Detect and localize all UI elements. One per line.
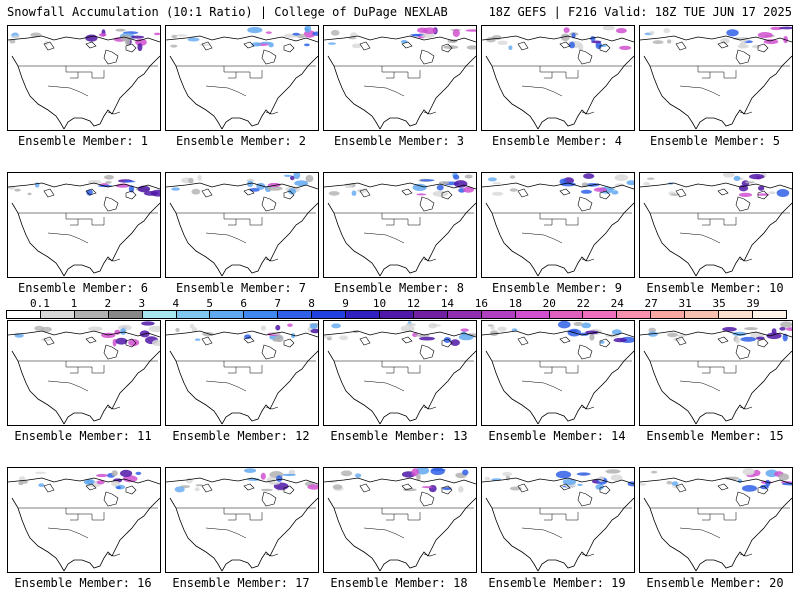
- color-scale-swatch: [176, 311, 211, 318]
- ensemble-member-map: [639, 172, 793, 278]
- ensemble-member-map: [481, 467, 635, 573]
- color-scale-swatch: [142, 311, 177, 318]
- member-caption: Ensemble Member: 14: [488, 429, 626, 443]
- color-scale-swatch: [244, 311, 279, 318]
- color-scale-swatch: [40, 311, 75, 318]
- ensemble-member-map: [323, 25, 477, 131]
- color-scale-swatch: [719, 311, 753, 318]
- color-scale-label: 7: [274, 297, 281, 310]
- ensemble-member-map: [481, 25, 635, 131]
- color-scale-label: 16: [474, 297, 489, 310]
- ensemble-member-map: [323, 320, 477, 426]
- ensemble-member-map: [165, 25, 319, 131]
- color-scale-label: 22: [576, 297, 590, 310]
- color-scale-bar: [6, 310, 787, 319]
- color-scale-label: 31: [678, 297, 692, 310]
- color-scale-swatch: [481, 311, 516, 318]
- color-scale-label: 14: [440, 297, 455, 310]
- color-scale-label: 39: [746, 297, 760, 310]
- color-scale-label: 8: [308, 297, 315, 310]
- color-scale-swatch: [74, 311, 109, 318]
- color-scale-label: 35: [712, 297, 726, 310]
- ensemble-member-map: [7, 467, 161, 573]
- color-scale-swatch: [346, 311, 380, 318]
- ensemble-member-map: [323, 172, 477, 278]
- ensemble-member-map: [7, 320, 161, 426]
- ensemble-member-map: [7, 172, 161, 278]
- color-scale-legend: 0.1 1 2 3 4 5 6 7 8 9 10 12 14 16 18 20 22 24 27 31 35 39: [6, 297, 787, 319]
- color-scale-label: 24: [610, 297, 624, 310]
- member-caption: Ensemble Member: 12: [172, 429, 310, 443]
- member-caption: Ensemble Member: 4: [491, 134, 623, 148]
- color-scale-swatch: [549, 311, 584, 318]
- ensemble-member-map: [639, 467, 793, 573]
- color-scale-swatch: [413, 311, 448, 318]
- model-run-info: 18Z GEFS | F216 Valid: 18Z TUE JUN 17 20…: [488, 5, 792, 19]
- ensemble-member-map: [639, 320, 793, 426]
- color-scale-label: 0.1: [30, 297, 50, 310]
- color-scale-swatch: [447, 311, 482, 318]
- member-caption: Ensemble Member: 19: [488, 576, 626, 590]
- color-scale-label: 5: [206, 297, 214, 310]
- color-scale-ticks: 0.1 1 2 3 4 5 6 7 8 9 10 12 14 16 18 20 22 24 27 31 35 39: [6, 297, 787, 310]
- color-scale-swatch: [651, 311, 686, 318]
- color-scale-label: 4: [172, 297, 180, 310]
- color-scale-swatch: [278, 311, 313, 318]
- member-caption: Ensemble Member: 3: [333, 134, 465, 148]
- color-scale-swatch: [312, 311, 347, 318]
- member-caption: Ensemble Member: 2: [175, 134, 307, 148]
- member-caption: Ensemble Member: 5: [649, 134, 781, 148]
- ensemble-member-map: [165, 467, 319, 573]
- member-caption: Ensemble Member: 1: [17, 134, 149, 148]
- member-caption: Ensemble Member: 16: [14, 576, 152, 590]
- ensemble-member-map: [481, 172, 635, 278]
- color-scale-label: 12: [406, 297, 421, 310]
- color-scale-swatch: [379, 311, 414, 318]
- member-caption: Ensemble Member: 11: [14, 429, 152, 443]
- color-scale-swatch: [685, 311, 720, 318]
- color-scale-swatch: [7, 311, 41, 318]
- color-scale-label: 10: [372, 297, 387, 310]
- color-scale-label: 3: [138, 297, 146, 310]
- color-scale-label: 20: [542, 297, 556, 310]
- ensemble-member-map: [639, 25, 793, 131]
- member-caption: Ensemble Member: 8: [333, 281, 465, 295]
- color-scale-swatch: [108, 311, 143, 318]
- color-scale-label: 6: [240, 297, 247, 310]
- ensemble-member-map: [481, 320, 635, 426]
- map-title: Snowfall Accumulation (10:1 Ratio) | Col…: [7, 5, 448, 19]
- color-scale-swatch: [617, 311, 652, 318]
- color-scale-label: 2: [104, 297, 112, 310]
- color-scale-swatch: [210, 311, 245, 318]
- ensemble-member-map: [165, 320, 319, 426]
- ensemble-member-map: [165, 172, 319, 278]
- member-caption: Ensemble Member: 9: [491, 281, 623, 295]
- color-scale-swatch: [752, 311, 786, 318]
- color-scale-swatch: [515, 311, 550, 318]
- color-scale-label: 1: [70, 297, 78, 310]
- member-caption: Ensemble Member: 20: [646, 576, 784, 590]
- member-caption: Ensemble Member: 7: [175, 281, 307, 295]
- member-caption: Ensemble Member: 18: [330, 576, 468, 590]
- ensemble-member-map: [323, 467, 477, 573]
- color-scale-swatch: [583, 311, 618, 318]
- color-scale-label: 9: [342, 297, 349, 310]
- ensemble-member-map: [7, 25, 161, 131]
- member-caption: Ensemble Member: 17: [172, 576, 310, 590]
- member-caption: Ensemble Member: 10: [646, 281, 784, 295]
- member-caption: Ensemble Member: 15: [646, 429, 784, 443]
- member-caption: Ensemble Member: 6: [17, 281, 149, 295]
- member-caption: Ensemble Member: 13: [330, 429, 468, 443]
- color-scale-label: 18: [508, 297, 522, 310]
- color-scale-label: 27: [644, 297, 658, 310]
